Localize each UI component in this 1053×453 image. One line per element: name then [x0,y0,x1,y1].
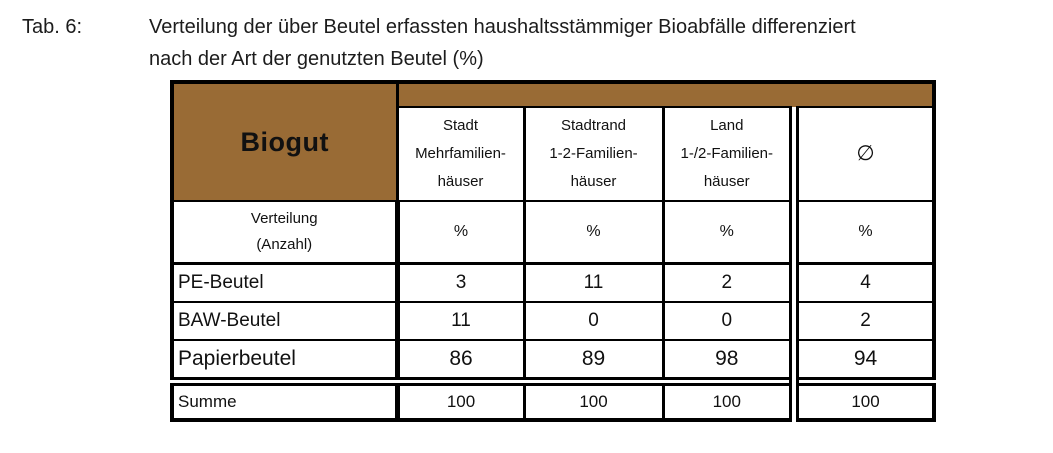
data-cell: 0 [522,301,665,341]
data-cell: 89 [522,339,665,383]
total-cell: 100 [522,377,665,421]
data-cell: 98 [661,339,796,383]
col-header-average-symbol: ∅ [789,106,936,202]
caption-text-line2: nach der Art der genutzten Beutel (%) [149,48,484,70]
data-cell: 4 [789,262,936,303]
brown-band-cell [395,81,936,108]
table-row-pe-beutel: PE-Beutel 3 11 2 4 [170,262,936,303]
unit-cell: % [661,200,796,265]
row-label-papierbeutel: Papierbeutel [170,339,400,383]
header-band-row: Biogut [170,81,936,202]
table-row-baw-beutel: BAW-Beutel 11 0 0 2 [170,301,936,341]
column-header-row: Stadt Mehrfamilien- häuser Stadtrand 1-2… [172,106,936,202]
row-label-summe: Summe [170,377,400,421]
total-cell: 100 [395,377,526,421]
data-cell: 94 [789,339,936,383]
row-label-pe-beutel: PE-Beutel [170,262,400,303]
data-cell: 11 [395,301,526,341]
biogut-distribution-table: Biogut Stadt Mehrfamilien- häuser Stadtr… [170,80,936,422]
unit-cell: % [522,200,665,265]
caption-number: Tab. 6: [22,16,83,38]
table-row-summe: Summe 100 100 100 100 [170,377,936,421]
table-row-papierbeutel: Papierbeutel 86 89 98 94 [170,339,936,383]
average-diameter-icon: ∅ [856,142,875,165]
col-header-stadt-mehrfamilienhaeuser: Stadt Mehrfamilien- häuser [395,106,526,202]
col-header-stadtrand-familienhaeuser: Stadtrand 1-2-Familien- häuser [522,106,665,202]
unit-cell: % [789,200,936,265]
data-cell: 2 [661,262,796,303]
unit-cell: % [395,200,526,265]
data-cell: 0 [661,301,796,341]
total-cell: 100 [789,377,936,421]
caption-text-line1: Verteilung der über Beutel erfassten hau… [149,16,856,38]
unit-row-label: Verteilung (Anzahl) [170,200,400,265]
col-header-land-familienhaeuser: Land 1-/2-Familien- häuser [661,106,796,202]
row-label-baw-beutel: BAW-Beutel [170,301,400,341]
data-cell: 86 [395,339,526,383]
table-caption: Tab. 6: Verteilung der über Beutel erfas… [22,11,856,75]
corner-title-cell: Biogut [170,81,399,202]
caption-text: Verteilung der über Beutel erfassten hau… [149,11,856,75]
unit-row: Verteilung (Anzahl) % % % % [170,200,936,265]
data-cell: 11 [522,262,665,303]
data-cell: 2 [789,301,936,341]
total-cell: 100 [661,377,796,421]
data-cell: 3 [395,262,526,303]
